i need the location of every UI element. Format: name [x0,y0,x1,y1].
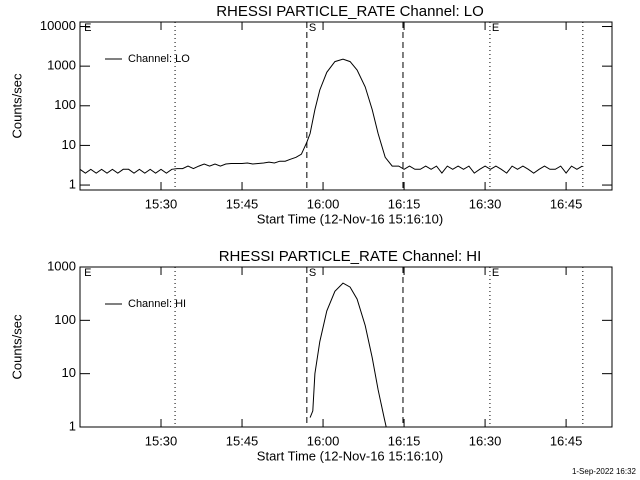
x-axis-label: Start Time (12-Nov-16 15:16:10) [257,211,443,226]
y-tick-label: 1000 [47,58,76,73]
y-tick-label: 10 [62,365,76,380]
event-label: E [492,22,499,34]
y-tick-label: 100 [54,97,76,112]
x-tick-label: 16:45 [550,433,583,448]
x-tick-label: 16:00 [307,196,340,211]
chart-title: RHESSI PARTICLE_RATE Channel: LO [216,3,484,20]
y-tick-label: 1 [69,176,76,191]
x-tick-label: 15:45 [226,433,259,448]
data-line [309,282,387,428]
x-tick-label: 16:45 [550,196,583,211]
x-tick-label: 16:00 [307,433,340,448]
event-label: S [309,267,316,279]
x-tick-label: 16:30 [469,196,502,211]
y-tick-label: 10 [62,137,76,152]
event-label: E [84,267,91,279]
plot-frame [79,266,613,428]
x-axis-label: Start Time (12-Nov-16 15:16:10) [257,448,443,463]
y-tick-label: 100 [54,312,76,327]
event-label: E [84,22,91,34]
chart-title: RHESSI PARTICLE_RATE Channel: HI [219,248,482,265]
data-line [79,58,583,174]
event-label: E [492,267,499,279]
x-tick-label: 16:30 [469,433,502,448]
y-axis-label: Counts/sec [9,314,24,380]
x-tick-label: 15:30 [145,196,178,211]
legend-label: Channel: HI [128,298,186,310]
x-tick-label: 15:30 [145,433,178,448]
y-tick-label: 1000 [47,258,76,273]
y-tick-label: 10000 [40,18,76,33]
event-label: S [309,22,316,34]
footer: 1-Sep-2022 16:32 [572,467,637,476]
x-tick-label: 16:15 [388,196,421,211]
x-tick-label: 16:15 [388,433,421,448]
x-tick-label: 15:45 [226,196,259,211]
legend-label: Channel: LO [128,53,190,65]
y-axis-label: Counts/sec [9,73,24,139]
y-tick-label: 1 [69,418,76,433]
